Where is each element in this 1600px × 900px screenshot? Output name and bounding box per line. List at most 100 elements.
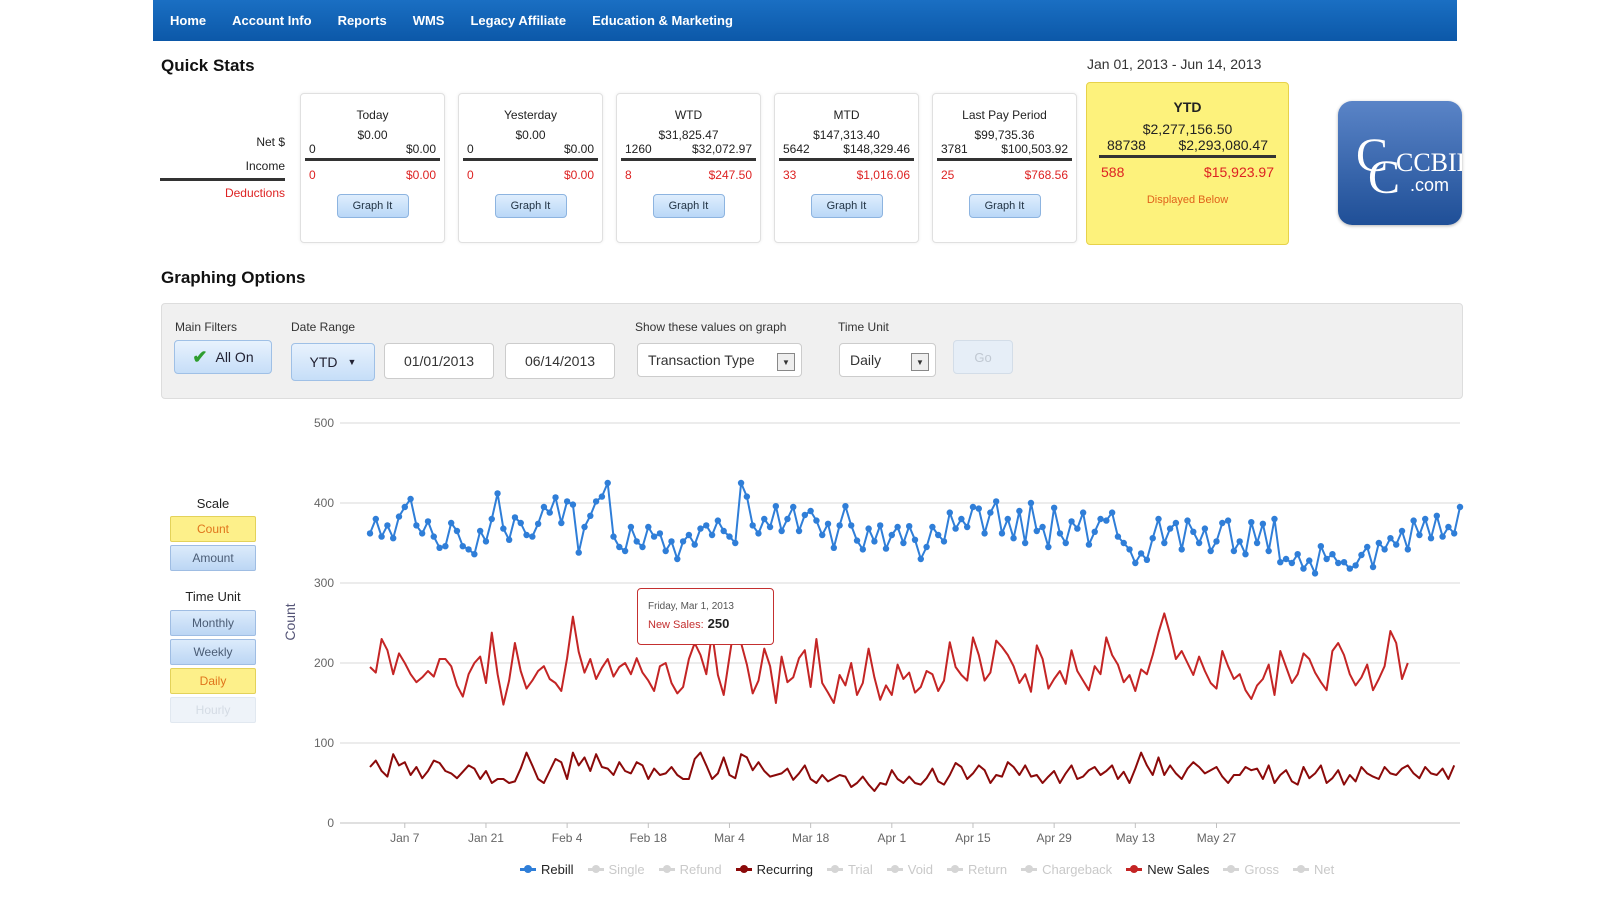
series-line-recurring[interactable] <box>369 751 1456 792</box>
data-point[interactable] <box>639 543 646 551</box>
data-point[interactable] <box>424 518 432 525</box>
data-point[interactable] <box>505 536 513 543</box>
data-point[interactable] <box>488 515 495 523</box>
data-point[interactable] <box>726 533 733 540</box>
data-point[interactable] <box>1364 543 1371 551</box>
data-point[interactable] <box>1068 518 1075 525</box>
data-point[interactable] <box>1213 538 1220 545</box>
legend-item-return[interactable]: Return <box>947 862 1007 877</box>
data-point[interactable] <box>894 523 901 531</box>
data-point[interactable] <box>401 503 408 511</box>
graph-it-button[interactable]: Graph It <box>968 194 1041 218</box>
data-point[interactable] <box>581 523 588 531</box>
data-point[interactable] <box>656 530 664 537</box>
data-point[interactable] <box>998 530 1006 537</box>
data-point[interactable] <box>1433 512 1441 519</box>
data-point[interactable] <box>598 493 606 500</box>
data-point[interactable] <box>813 517 820 524</box>
data-point[interactable] <box>1097 515 1104 523</box>
data-point[interactable] <box>1143 556 1151 563</box>
data-point[interactable] <box>958 515 965 523</box>
data-point[interactable] <box>650 533 658 540</box>
unit-monthly-button[interactable]: Monthly <box>170 610 256 636</box>
data-point[interactable] <box>946 509 953 516</box>
nav-wms[interactable]: WMS <box>412 13 445 28</box>
data-point[interactable] <box>859 546 867 553</box>
data-point[interactable] <box>737 479 745 487</box>
data-point[interactable] <box>795 527 803 535</box>
data-point[interactable] <box>1062 539 1069 547</box>
data-point[interactable] <box>1103 517 1110 524</box>
legend-item-rebill[interactable]: Rebill <box>520 862 574 877</box>
data-point[interactable] <box>471 551 478 558</box>
data-point[interactable] <box>1207 547 1214 555</box>
data-point[interactable] <box>552 494 559 501</box>
data-point[interactable] <box>1016 507 1023 515</box>
data-point[interactable] <box>877 522 884 529</box>
data-point[interactable] <box>1039 523 1046 531</box>
data-point[interactable] <box>465 546 472 553</box>
data-point[interactable] <box>1045 543 1052 551</box>
data-point[interactable] <box>732 539 739 547</box>
data-point[interactable] <box>1033 527 1040 535</box>
data-point[interactable] <box>761 515 768 523</box>
data-point[interactable] <box>714 517 722 524</box>
data-point[interactable] <box>1184 517 1191 524</box>
data-point[interactable] <box>1346 565 1354 572</box>
data-point[interactable] <box>1422 515 1429 523</box>
data-point[interactable] <box>1166 525 1174 532</box>
data-point[interactable] <box>610 533 617 540</box>
data-point[interactable] <box>1456 503 1464 511</box>
data-point[interactable] <box>766 523 774 531</box>
data-point[interactable] <box>923 543 930 551</box>
data-point[interactable] <box>1311 570 1319 577</box>
data-point[interactable] <box>1445 523 1452 531</box>
nav-reports[interactable]: Reports <box>337 13 387 28</box>
data-point[interactable] <box>1224 517 1232 524</box>
data-point[interactable] <box>1074 525 1081 532</box>
data-point[interactable] <box>442 543 449 550</box>
data-point[interactable] <box>1155 515 1162 523</box>
data-point[interactable] <box>476 527 484 535</box>
legend-item-net[interactable]: Net <box>1293 862 1334 877</box>
data-point[interactable] <box>534 520 542 527</box>
data-point[interactable] <box>459 543 466 550</box>
legend-item-refund[interactable]: Refund <box>658 862 722 877</box>
data-point[interactable] <box>842 503 849 510</box>
data-point[interactable] <box>969 503 977 511</box>
nav-education-marketing[interactable]: Education & Marketing <box>592 13 733 28</box>
data-point[interactable] <box>1010 535 1017 542</box>
data-point[interactable] <box>1259 520 1267 527</box>
data-point[interactable] <box>685 531 693 539</box>
data-point[interactable] <box>865 525 872 532</box>
data-point[interactable] <box>645 523 652 531</box>
data-point[interactable] <box>1352 562 1359 569</box>
data-point[interactable] <box>674 555 681 563</box>
data-point[interactable] <box>900 539 907 547</box>
data-point[interactable] <box>523 531 530 539</box>
data-point[interactable] <box>772 503 780 510</box>
data-point[interactable] <box>1056 530 1064 537</box>
data-point[interactable] <box>1132 559 1139 567</box>
data-point[interactable] <box>1410 517 1417 524</box>
data-point[interactable] <box>378 533 385 540</box>
legend-item-void[interactable]: Void <box>886 862 933 877</box>
data-point[interactable] <box>540 503 548 511</box>
data-point[interactable] <box>668 538 675 545</box>
data-point[interactable] <box>848 522 855 529</box>
data-point[interactable] <box>1178 546 1185 553</box>
scale-count-button[interactable]: Count <box>170 516 256 542</box>
data-point[interactable] <box>1172 519 1180 527</box>
start-date-input[interactable] <box>384 343 494 379</box>
unit-daily-button[interactable]: Daily <box>170 668 256 694</box>
graph-it-button[interactable]: Graph It <box>494 194 567 218</box>
data-point[interactable] <box>592 498 600 505</box>
data-point[interactable] <box>749 522 756 529</box>
data-point[interactable] <box>1323 555 1330 563</box>
data-point[interactable] <box>1242 551 1249 558</box>
data-point[interactable] <box>830 544 838 551</box>
data-point[interactable] <box>482 538 490 545</box>
unit-weekly-button[interactable]: Weekly <box>170 639 256 665</box>
data-point[interactable] <box>1004 515 1011 523</box>
data-point[interactable] <box>790 503 797 511</box>
